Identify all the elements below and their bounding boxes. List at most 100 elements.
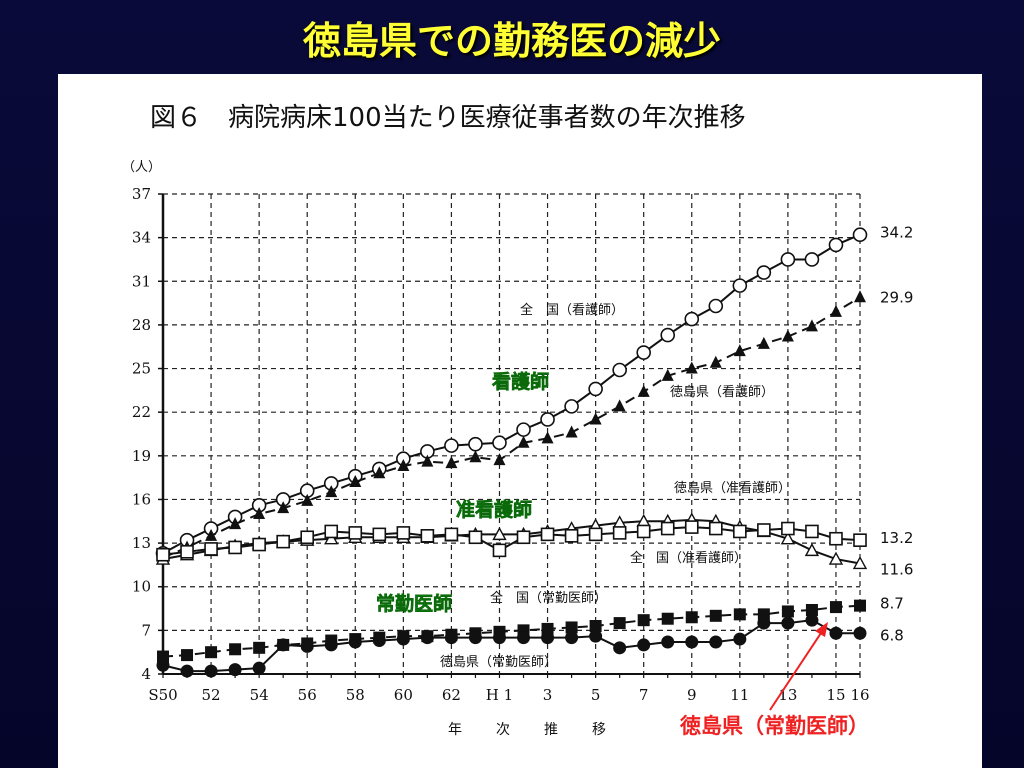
data-point — [397, 459, 410, 471]
series-0: 34.2 — [155, 224, 913, 561]
data-point — [300, 530, 315, 545]
data-point — [493, 453, 506, 466]
data-point — [708, 521, 723, 536]
data-point — [757, 336, 770, 349]
data-point — [757, 616, 771, 630]
y-tick-label: 37 — [132, 185, 151, 203]
group-label-nurse: 看護師 — [491, 370, 549, 393]
data-point — [829, 601, 842, 614]
x-tick-label: 5 — [591, 686, 601, 704]
series-5: 6.8 — [156, 613, 904, 678]
y-axis-unit: （人） — [122, 160, 161, 175]
series-label-tokushima-nurse: 徳島県（看護師） — [670, 384, 774, 400]
x-tick-label: 62 — [442, 686, 461, 704]
data-point — [684, 520, 699, 534]
data-point — [636, 524, 651, 539]
data-point — [564, 399, 579, 414]
y-tick-label: 10 — [132, 578, 151, 596]
group-label-assoc: 准看護師 — [456, 498, 532, 521]
series-line — [162, 526, 861, 556]
x-tick-label: 15 — [826, 686, 845, 704]
data-point — [733, 344, 746, 357]
data-label-end: 34.2 — [880, 224, 913, 242]
y-tick-label: 7 — [141, 621, 151, 639]
data-point — [685, 635, 699, 649]
data-point — [565, 631, 579, 645]
data-label-end: 13.2 — [880, 529, 913, 547]
data-point — [852, 555, 868, 570]
data-point — [229, 517, 242, 530]
data-point — [661, 635, 675, 649]
data-point — [349, 475, 362, 487]
data-point — [421, 454, 434, 467]
data-point — [589, 620, 602, 632]
data-point — [589, 629, 603, 643]
callout-arrow-line — [769, 629, 824, 711]
x-tick-label: 52 — [202, 686, 221, 704]
data-label-end: 29.9 — [880, 288, 913, 306]
data-label-end: 6.8 — [880, 626, 904, 644]
data-point — [781, 616, 795, 630]
data-point — [588, 381, 603, 397]
callout-label: 徳島県（常勤医師） — [679, 714, 869, 738]
series-layer: 34.2 29.9 11.6 13.2 8.7 6.8 — [155, 224, 913, 678]
series-3: 13.2 — [156, 520, 913, 562]
data-point — [660, 521, 675, 536]
data-point — [516, 530, 531, 545]
chart-panel: 図６ 病院病床100当たり医療従事者数の年次推移 （人） 4 7 10 13 16 19 2… — [58, 74, 982, 768]
data-point — [181, 649, 194, 662]
data-point — [805, 319, 818, 332]
data-point — [685, 361, 698, 374]
data-point — [565, 621, 578, 634]
series-line — [162, 296, 861, 559]
data-point — [564, 529, 579, 543]
line-chart: 図６ 病院病床100当たり医療従事者数の年次推移 （人） 4 7 10 13 16 19 2… — [122, 103, 913, 738]
data-point — [396, 526, 411, 540]
data-point — [709, 609, 722, 622]
data-point — [612, 526, 627, 540]
data-point — [541, 431, 554, 444]
data-point — [205, 646, 218, 659]
data-point — [660, 327, 676, 343]
data-point — [781, 521, 795, 536]
data-point — [156, 658, 170, 672]
data-point — [516, 422, 531, 437]
x-tick-label: 13 — [778, 686, 797, 704]
callout-arrowhead — [815, 622, 828, 637]
data-point — [709, 355, 722, 368]
data-point — [276, 638, 290, 652]
data-point — [637, 384, 650, 397]
slide-title: 徳島県での勤務医の減少 — [302, 19, 721, 63]
data-point — [517, 631, 531, 645]
data-point — [853, 626, 867, 640]
data-point — [661, 612, 674, 625]
data-point — [661, 368, 674, 381]
data-point — [708, 298, 724, 314]
data-point — [828, 551, 844, 565]
data-point — [301, 493, 314, 506]
data-point — [468, 530, 483, 545]
data-point — [324, 638, 338, 652]
data-point — [492, 543, 507, 558]
data-point — [853, 533, 867, 547]
data-point — [420, 529, 435, 543]
data-point — [829, 304, 842, 317]
y-tick-label: 28 — [132, 316, 151, 334]
data-point — [469, 450, 482, 463]
data-point — [180, 545, 194, 559]
data-point — [636, 345, 651, 360]
data-label-end: 11.6 — [880, 560, 913, 578]
data-point — [804, 542, 820, 557]
data-point — [253, 641, 266, 654]
data-point — [781, 605, 794, 618]
data-point — [372, 634, 386, 648]
data-point — [229, 643, 242, 656]
data-point — [420, 631, 434, 645]
x-tick-label: 54 — [250, 686, 269, 704]
data-point — [854, 599, 866, 612]
series-label-national-nurse: 全 国（看護師） — [520, 302, 624, 318]
data-point — [733, 608, 746, 621]
x-axis-label: 年 次 推 移 — [448, 722, 616, 738]
y-axis-ticks: 4 7 10 13 16 19 22 25 28 31 34 37 — [132, 185, 151, 683]
x-axis-ticks: S50 52 54 56 58 60 62 H 1 3 5 7 9 11 13 15 16 — [148, 686, 869, 704]
